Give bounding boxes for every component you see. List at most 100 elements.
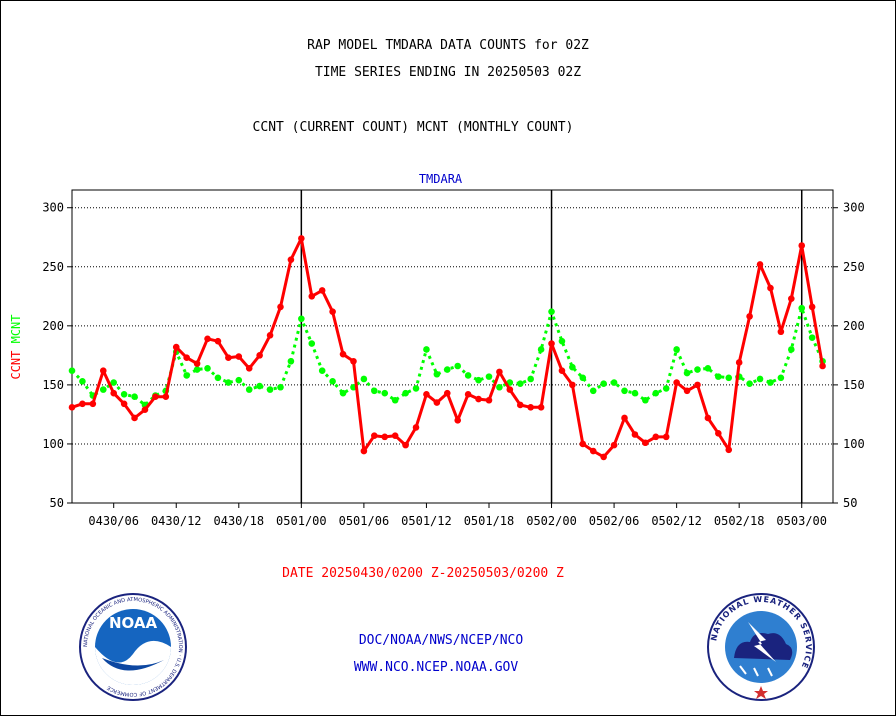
ccnt-data-point (600, 453, 607, 461)
mcnt-data-point (558, 337, 566, 345)
ccnt-data-point (225, 354, 232, 362)
x-tick-label: 0502/12 (651, 514, 702, 528)
mcnt-data-point (548, 308, 555, 315)
mcnt-data-point (579, 374, 587, 382)
noaa-logo-text: NOAA (109, 614, 158, 632)
y-tick-label-right: 200 (843, 319, 865, 333)
ccnt-data-point (339, 350, 347, 358)
mcnt-data-point (485, 373, 493, 380)
ccnt-data-point (694, 381, 701, 389)
x-tick-label: 0501/18 (464, 514, 515, 528)
ccnt-data-point (318, 287, 326, 294)
mcnt-data-point (788, 346, 795, 353)
ccnt-data-point (266, 331, 274, 339)
mcnt-data-point (496, 383, 503, 391)
mcnt-data-point (516, 380, 524, 388)
ccnt-data-point (423, 391, 430, 398)
mcnt-data-point (808, 334, 816, 341)
ccnt-data-point (819, 362, 826, 370)
x-tick-label: 0430/06 (88, 514, 139, 528)
ccnt-data-point (631, 431, 639, 438)
mcnt-data-point (642, 396, 649, 404)
mcnt-data-point (652, 389, 660, 397)
ccnt-data-point (412, 424, 420, 431)
y-tick-label-right: 150 (843, 378, 865, 392)
mcnt-data-point (537, 346, 545, 353)
footer-org-link[interactable]: DOC/NOAA/NWS/NCEP/NCO (358, 633, 524, 648)
y-axis-label: CCNT MCNT (9, 314, 23, 379)
ccnt-data-point (475, 395, 482, 403)
ccnt-data-point (485, 396, 493, 404)
ccnt-data-point (798, 242, 806, 249)
mcnt-data-point (193, 366, 201, 373)
mcnt-data-point (767, 379, 774, 386)
ccnt-data-point (214, 337, 222, 345)
mcnt-data-point (131, 393, 138, 400)
mcnt-data-point (454, 362, 462, 370)
ccnt-data-point (527, 404, 534, 411)
mcnt-data-point (621, 387, 628, 395)
mcnt-data-point (371, 387, 378, 395)
mcnt-data-point (183, 372, 190, 379)
mcnt-data-point (245, 386, 253, 393)
x-tick-label: 0502/06 (589, 514, 640, 528)
mcnt-data-point (235, 376, 243, 384)
x-tick-label: 0430/12 (151, 514, 202, 528)
mcnt-data-point (204, 365, 211, 372)
ccnt-data-point (391, 432, 399, 439)
y-tick-label-left: 100 (42, 437, 64, 451)
mcnt-data-point (673, 346, 680, 353)
mcnt-data-point (662, 385, 670, 392)
date-range-label: DATE 20250430/0200 Z-20250503/0200 Z (282, 566, 564, 581)
ccnt-data-point (589, 447, 597, 455)
mcnt-data-point (746, 380, 753, 388)
ccnt-data-point (683, 387, 691, 395)
ccnt-data-point (725, 446, 733, 454)
ccnt-data-point (110, 389, 117, 397)
ccnt-data-point (506, 386, 514, 393)
ccnt-data-point (193, 360, 201, 367)
ccnt-data-point (579, 440, 587, 448)
ccnt-data-point (454, 417, 462, 424)
x-tick-label: 0502/18 (714, 514, 765, 528)
mcnt-data-point (391, 396, 399, 404)
ccnt-data-point (704, 414, 712, 422)
ccnt-data-point (308, 293, 316, 300)
mcnt-data-point (79, 378, 86, 385)
ccnt-data-point (371, 432, 378, 439)
mcnt-data-point (256, 382, 263, 390)
ccnt-data-point (120, 400, 128, 408)
ccnt-data-point (558, 367, 566, 375)
mcnt-data-point (715, 373, 722, 380)
ccnt-data-point (715, 430, 722, 437)
x-tick-label: 0503/00 (776, 514, 827, 528)
plot-area (71, 189, 834, 504)
y-tick-label-left: 200 (42, 319, 64, 333)
ccnt-data-point (235, 353, 243, 360)
ccnt-data-point (172, 343, 180, 351)
ccnt-data-point (89, 400, 97, 408)
mcnt-data-point (360, 375, 368, 383)
ccnt-data-point (277, 303, 284, 311)
ccnt-data-point (204, 335, 211, 343)
ccnt-data-point (496, 368, 503, 376)
mcnt-data-point (266, 386, 274, 393)
mcnt-data-point (464, 372, 472, 379)
ccnt-data-point (569, 381, 576, 389)
mcnt-data-point (725, 374, 733, 382)
mcnt-data-point (694, 366, 701, 373)
footer-website-link[interactable]: WWW.NCO.NCEP.NOAA.GOV (353, 660, 519, 675)
ccnt-data-point (516, 401, 524, 409)
ccnt-data-point (433, 399, 441, 406)
y-axis-label-ccnt: CCNT (9, 343, 23, 379)
ccnt-data-point (788, 295, 795, 302)
chart-header-line-3: CCNT (CURRENT COUNT) MCNT (MONTHLY COUNT… (252, 120, 574, 135)
mcnt-data-point (631, 389, 639, 397)
mcnt-data-point (704, 365, 712, 372)
ccnt-data-point (662, 433, 670, 441)
mcnt-data-point (610, 379, 618, 386)
ccnt-data-point (298, 235, 305, 242)
ccnt-data-point (673, 379, 680, 386)
mcnt-data-point (99, 386, 107, 393)
